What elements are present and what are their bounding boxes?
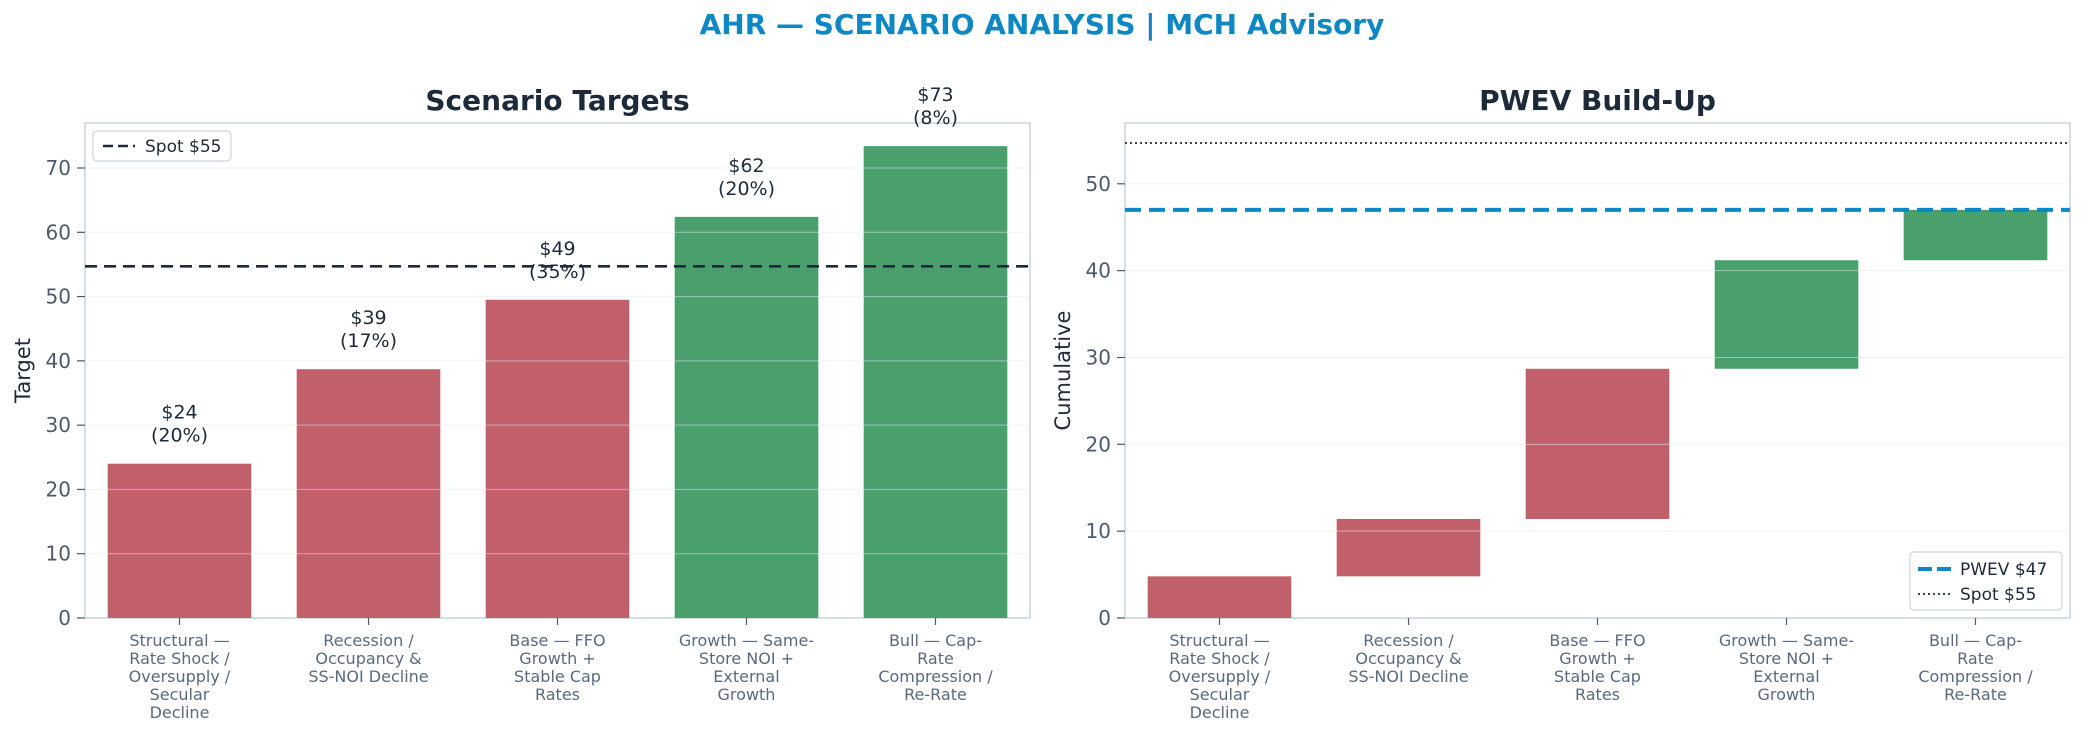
waterfall-bar bbox=[1336, 519, 1481, 577]
bar bbox=[107, 463, 252, 618]
category-label: Recession / bbox=[323, 631, 414, 650]
y-axis-label: Cumulative bbox=[1051, 311, 1075, 431]
bar-prob-label: (17%) bbox=[340, 330, 397, 352]
category-label: Base — FFO bbox=[1549, 631, 1645, 650]
legend-box bbox=[92, 130, 232, 162]
y-tick-label: 60 bbox=[46, 220, 71, 244]
category-label: Rate Shock / bbox=[129, 649, 230, 668]
legend-label: PWEV $47 bbox=[1960, 560, 2047, 580]
bar-value-label: $39 bbox=[350, 307, 386, 329]
category-label: Oversupply / bbox=[129, 667, 231, 686]
y-axis-label: Target bbox=[11, 338, 35, 404]
category-label: Growth + bbox=[1559, 649, 1635, 668]
category-label: Re-Rate bbox=[904, 685, 967, 704]
y-tick-label: 40 bbox=[1086, 259, 1111, 283]
waterfall-bar bbox=[1147, 576, 1292, 618]
category-label: Recession / bbox=[1363, 631, 1454, 650]
category-label: Compression / bbox=[1918, 667, 2033, 686]
legend-label: Spot $55 bbox=[1960, 585, 2037, 605]
bar-prob-label: (35%) bbox=[529, 261, 586, 283]
category-label: Bull — Cap- bbox=[889, 631, 982, 650]
legend-box bbox=[1909, 551, 2063, 611]
y-tick-label: 30 bbox=[46, 413, 71, 437]
waterfall-bar bbox=[1714, 260, 1859, 369]
bar-value-label: $62 bbox=[728, 155, 764, 177]
category-label: Occupancy & bbox=[315, 649, 421, 668]
y-tick-label: 50 bbox=[1086, 172, 1111, 196]
category-label: Base — FFO bbox=[509, 631, 605, 650]
y-tick-label: 10 bbox=[46, 542, 71, 566]
category-label: Rate bbox=[1957, 649, 1994, 668]
bar bbox=[296, 369, 441, 618]
category-label: SS-NOI Decline bbox=[1348, 667, 1468, 686]
category-label: Store NOI + bbox=[699, 649, 794, 668]
category-label: Bull — Cap- bbox=[1929, 631, 2022, 650]
bar-prob-label: (20%) bbox=[151, 425, 208, 447]
bar-value-label: $49 bbox=[539, 238, 575, 260]
y-tick-label: 10 bbox=[1086, 519, 1111, 543]
category-label: Rate Shock / bbox=[1169, 649, 1270, 668]
category-label: Rates bbox=[535, 685, 580, 704]
category-label: Growth — Same- bbox=[679, 631, 814, 650]
bar-prob-label: (8%) bbox=[913, 107, 958, 129]
y-tick-label: 70 bbox=[46, 156, 71, 180]
bar-value-label: $24 bbox=[161, 402, 197, 424]
page-title: AHR — SCENARIO ANALYSIS | MCH Advisory bbox=[699, 8, 1385, 41]
category-label: External bbox=[713, 667, 779, 686]
category-label: Decline bbox=[150, 703, 210, 722]
bar bbox=[485, 299, 630, 618]
y-tick-label: 20 bbox=[1086, 432, 1111, 456]
category-label: Oversupply / bbox=[1169, 667, 1271, 686]
y-tick-label: 40 bbox=[46, 349, 71, 373]
category-label: Structural — bbox=[129, 631, 229, 650]
legend-label: Spot $55 bbox=[145, 137, 222, 157]
waterfall-bar bbox=[1903, 209, 2048, 261]
panel-title: Scenario Targets bbox=[425, 84, 689, 117]
category-label: Occupancy & bbox=[1355, 649, 1461, 668]
category-label: Stable Cap bbox=[514, 667, 601, 686]
category-label: Rates bbox=[1575, 685, 1620, 704]
category-label: Growth bbox=[1758, 685, 1816, 704]
bar bbox=[863, 146, 1008, 618]
category-label: Growth — Same- bbox=[1719, 631, 1854, 650]
category-label: Re-Rate bbox=[1944, 685, 2007, 704]
category-label: Store NOI + bbox=[1739, 649, 1834, 668]
category-label: Stable Cap bbox=[1554, 667, 1641, 686]
y-tick-label: 30 bbox=[1086, 345, 1111, 369]
category-label: External bbox=[1753, 667, 1819, 686]
category-label: Structural — bbox=[1169, 631, 1269, 650]
category-label: Secular bbox=[150, 685, 210, 704]
y-tick-label: 0 bbox=[58, 606, 71, 630]
bar-prob-label: (20%) bbox=[718, 178, 775, 200]
y-tick-label: 50 bbox=[46, 285, 71, 309]
panel-title: PWEV Build-Up bbox=[1479, 84, 1716, 117]
category-label: Growth bbox=[718, 685, 776, 704]
category-label: SS-NOI Decline bbox=[308, 667, 428, 686]
bar bbox=[674, 216, 819, 618]
category-label: Growth + bbox=[519, 649, 595, 668]
bar-value-label: $73 bbox=[917, 84, 953, 106]
category-label: Decline bbox=[1190, 703, 1250, 722]
category-label: Compression / bbox=[878, 667, 993, 686]
y-tick-label: 0 bbox=[1098, 606, 1111, 630]
category-label: Secular bbox=[1190, 685, 1250, 704]
y-tick-label: 20 bbox=[46, 477, 71, 501]
category-label: Rate bbox=[917, 649, 954, 668]
